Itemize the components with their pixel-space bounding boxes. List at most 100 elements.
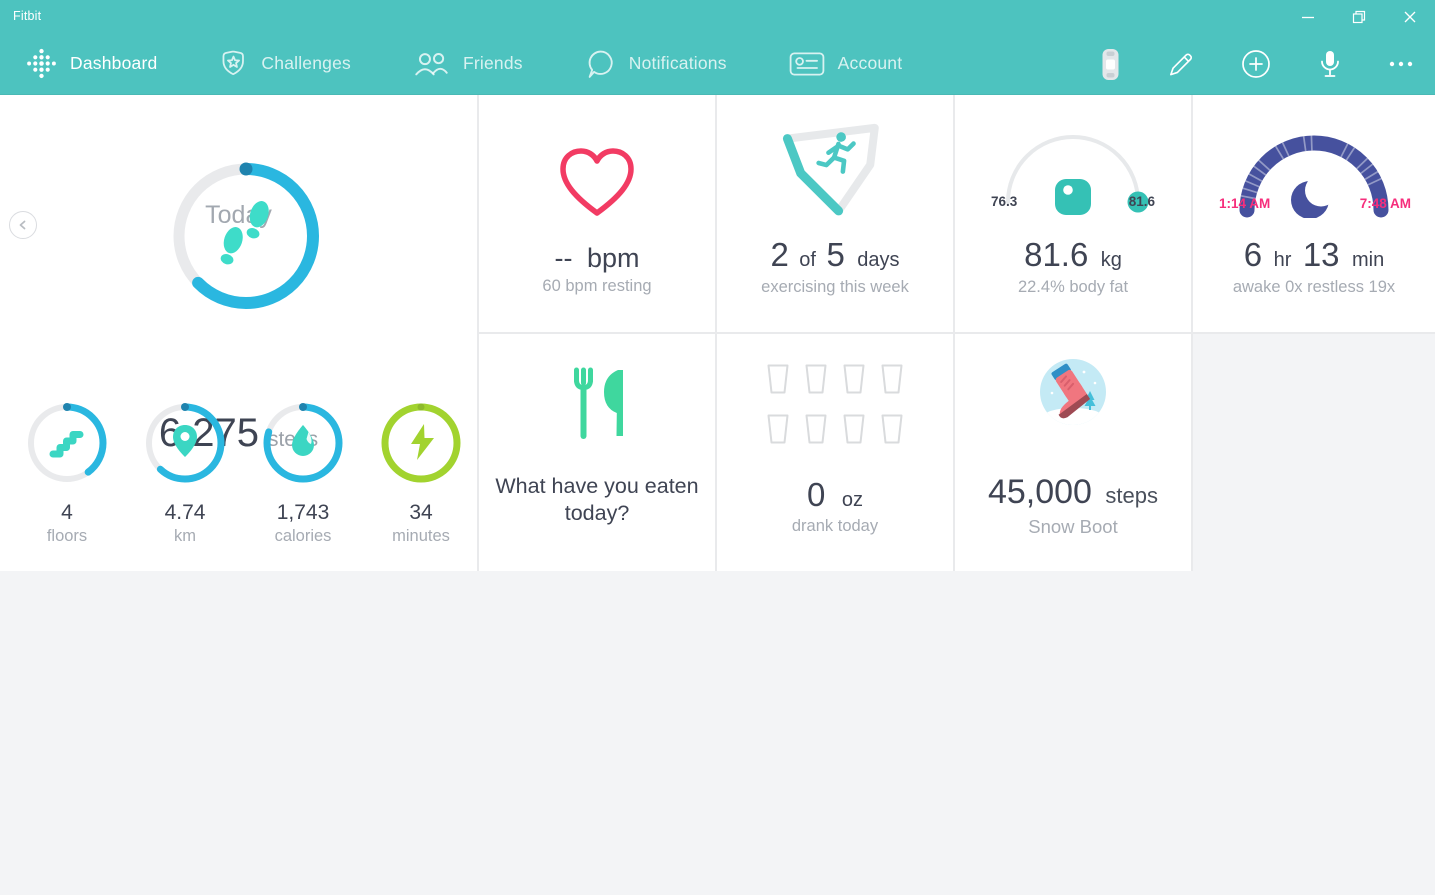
location-pin-icon — [173, 425, 197, 457]
exercise-readout: 2 of 5 days — [717, 236, 953, 274]
water-cup-icon[interactable] — [879, 364, 905, 394]
minutes-ring — [381, 403, 461, 483]
dashboard-grid: Today 6,275 steps 4 floors — [0, 95, 1435, 571]
shield-star-icon — [222, 50, 245, 75]
water-cup-row-1 — [717, 364, 953, 394]
nav-item-dashboard[interactable]: Dashboard — [26, 48, 157, 79]
empty-grid-cell — [1193, 334, 1435, 571]
people-icon — [415, 53, 448, 76]
sleep-restless-ticks — [1240, 135, 1382, 200]
water-cup-icon[interactable] — [765, 414, 791, 444]
water-unit: oz — [841, 489, 863, 511]
calories-label: calories — [274, 527, 332, 545]
app-title: Fitbit — [13, 9, 42, 23]
restore-icon — [1352, 10, 1365, 23]
exercise-count: 2 — [770, 236, 789, 273]
nav-label-dashboard: Dashboard — [70, 53, 158, 73]
water-cup-icon[interactable] — [803, 364, 829, 394]
today-tile[interactable]: Today 6,275 steps 4 floors — [0, 95, 477, 571]
lightning-bolt-icon — [411, 424, 434, 460]
water-cup-icon[interactable] — [841, 364, 867, 394]
sleep-min-label: min — [1352, 249, 1385, 271]
moon-icon — [1291, 174, 1337, 218]
add-circle-icon — [1242, 50, 1270, 78]
food-prompt-line1: What have you eaten — [495, 474, 699, 498]
restore-button[interactable] — [1333, 0, 1384, 33]
sleep-end-time: 7:48 AM — [1359, 196, 1411, 211]
food-art — [479, 360, 715, 450]
heart-icon — [560, 148, 634, 216]
fitbit-logo-dots — [27, 48, 56, 79]
calories-ring — [263, 403, 343, 483]
minimize-icon — [1301, 16, 1314, 18]
sleep-hours: 6 — [1243, 236, 1263, 273]
nav-item-friends[interactable]: Friends — [413, 50, 523, 77]
water-tile[interactable]: 0 oz drank today — [717, 334, 953, 571]
exercise-of: of — [799, 249, 816, 271]
water-cup-icon[interactable] — [879, 414, 905, 444]
sleep-start-time: 1:14 AM — [1219, 196, 1271, 211]
weight-subtitle: 22.4% body fat — [1017, 278, 1129, 296]
food-tile[interactable]: What have you eaten today? — [479, 334, 715, 571]
more-ellipsis-icon — [1389, 61, 1413, 67]
calories-stat[interactable]: 1,743 calories — [248, 401, 358, 546]
heart-value: -- — [554, 243, 573, 273]
close-icon — [1404, 11, 1415, 22]
water-cup-icon[interactable] — [803, 414, 829, 444]
badge-value: 45,000 — [987, 473, 1092, 511]
nav-label-challenges: Challenges — [261, 53, 351, 73]
close-button[interactable] — [1384, 0, 1435, 33]
nav-item-account[interactable]: Account — [789, 50, 903, 78]
distance-stat[interactable]: 4.74 km — [130, 401, 240, 546]
nav-bar: Dashboard Challenges Friends Notificatio… — [0, 33, 1435, 95]
floors-ring — [27, 403, 107, 483]
more-menu-button[interactable] — [1389, 61, 1413, 67]
exercise-tile[interactable]: 2 of 5 days exercising this week — [717, 95, 953, 332]
water-cup-row-2 — [717, 414, 953, 444]
weight-arc — [1006, 135, 1149, 215]
log-activity-button[interactable] — [1166, 50, 1195, 79]
water-value: 0 — [807, 476, 826, 513]
weight-range-high: 81.6 — [1128, 194, 1155, 209]
weight-tile[interactable]: 76.3 81.6 81.6 kg 22.4% body fat — [955, 95, 1191, 332]
weight-readout: 81.6 kg — [955, 236, 1191, 274]
nav-item-notifications[interactable]: Notifications — [585, 48, 727, 79]
nav-item-challenges[interactable]: Challenges — [219, 49, 351, 78]
heart-art — [479, 145, 715, 221]
food-prompt-line2: today? — [564, 501, 630, 525]
minutes-value: 34 — [409, 501, 433, 524]
steps-progress-ring — [173, 162, 319, 309]
water-subtitle: drank today — [791, 517, 879, 535]
sleep-arc — [1239, 135, 1389, 218]
minutes-stat[interactable]: 34 minutes — [366, 401, 476, 546]
previous-day-button[interactable] — [9, 211, 37, 239]
quick-add-button[interactable] — [1241, 49, 1271, 79]
sleep-subtitle: awake 0x restless 19x — [1232, 278, 1396, 296]
water-readout: 0 oz — [717, 476, 953, 514]
minutes-label: minutes — [392, 527, 450, 545]
voice-button[interactable] — [1317, 49, 1343, 80]
sleep-minutes: 13 — [1302, 236, 1340, 273]
fork-knife-icon — [574, 367, 623, 439]
speech-bubble-icon — [588, 50, 613, 78]
floors-value: 4 — [61, 501, 73, 524]
sleep-hr-label: hr — [1273, 249, 1292, 271]
minimize-button[interactable] — [1282, 0, 1333, 33]
floors-stat[interactable]: 4 floors — [12, 401, 122, 546]
sleep-tile[interactable]: 1:14 AM 7:48 AM 6 hr 13 min awake 0x res… — [1193, 95, 1435, 332]
window-controls — [1282, 0, 1435, 33]
water-cup-icon[interactable] — [841, 414, 867, 444]
weight-unit: kg — [1100, 249, 1122, 271]
badge-art — [955, 359, 1191, 425]
weight-arc-dot — [1127, 191, 1149, 213]
distance-ring — [145, 403, 225, 483]
heart-rate-tile[interactable]: -- bpm 60 bpm resting — [479, 95, 715, 332]
exercise-art — [717, 109, 953, 221]
badge-name: Snow Boot — [1028, 516, 1118, 537]
water-cup-icon[interactable] — [765, 364, 791, 394]
tracker-device-button[interactable] — [1101, 48, 1120, 81]
floors-label: floors — [46, 527, 88, 545]
badge-tile[interactable]: 45,000 steps Snow Boot — [955, 334, 1191, 571]
exercise-subtitle: exercising this week — [761, 278, 909, 296]
exercise-unit: days — [857, 249, 900, 271]
